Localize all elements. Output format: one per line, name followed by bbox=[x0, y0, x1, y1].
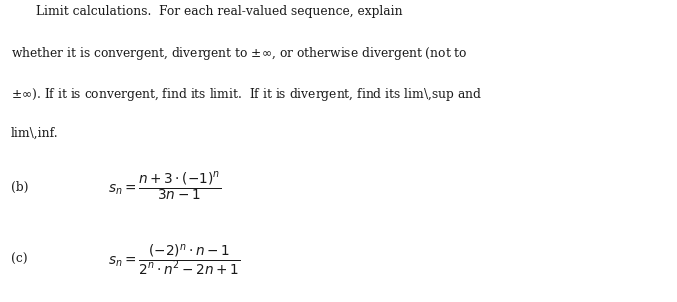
Text: whether it is convergent, divergent to $\pm\infty$, or otherwise divergent (not : whether it is convergent, divergent to $… bbox=[11, 45, 467, 62]
Text: Limit calculations.  For each real-valued sequence, explain: Limit calculations. For each real-valued… bbox=[36, 5, 403, 18]
Text: (b): (b) bbox=[11, 181, 28, 194]
Text: (c): (c) bbox=[11, 253, 28, 266]
Text: $s_n = \dfrac{(-2)^n \cdot n - 1}{2^n \cdot n^2 - 2n + 1}$: $s_n = \dfrac{(-2)^n \cdot n - 1}{2^n \c… bbox=[108, 242, 240, 277]
Text: lim\,inf.: lim\,inf. bbox=[11, 127, 58, 140]
Text: $s_n = \dfrac{n + 3 \cdot (-1)^n}{3n - 1}$: $s_n = \dfrac{n + 3 \cdot (-1)^n}{3n - 1… bbox=[108, 171, 221, 203]
Text: $\pm\infty$). If it is convergent, find its limit.  If it is divergent, find its: $\pm\infty$). If it is convergent, find … bbox=[11, 86, 481, 103]
